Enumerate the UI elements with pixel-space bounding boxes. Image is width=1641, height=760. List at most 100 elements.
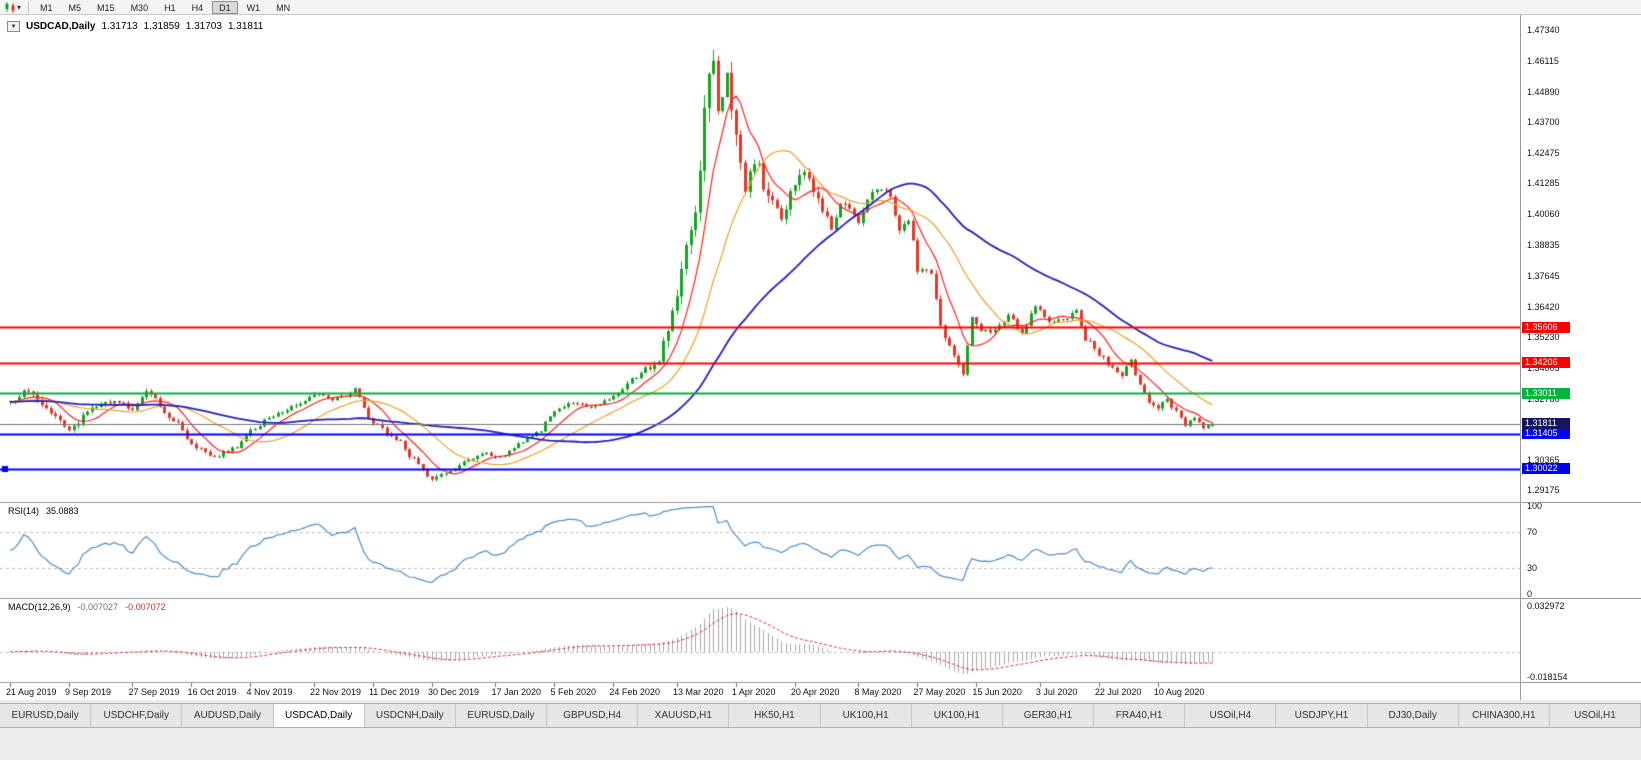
macd-indicator-label: MACD(12,26,9) -0.007027 -0.007072 [8, 602, 166, 612]
chart-tab-usoil-h4[interactable]: USOil,H4 [1185, 704, 1277, 727]
timeframe-button-m5[interactable]: M5 [68, 2, 82, 13]
price-axis-label: 1.37645 [1527, 270, 1560, 281]
price-level-badge: 1.35606 [1522, 321, 1570, 333]
time-axis-label: 27 Sep 2019 [128, 687, 180, 697]
chart-tab-gbpusd-h4[interactable]: GBPUSD,H4 [547, 704, 639, 727]
price-axis-label: 1.29175 [1527, 485, 1560, 496]
macd-signal-value: -0.007072 [125, 602, 166, 612]
rsi-indicator-label: RSI(14) 35.0883 [8, 506, 79, 516]
time-axis-label: 8 May 2020 [854, 687, 902, 697]
price-axis-label: 1.36420 [1527, 301, 1560, 312]
price-axis-label: 1.46115 [1527, 55, 1559, 66]
chart-tab-uk100-h1[interactable]: UK100,H1 [820, 704, 912, 727]
ohlc-close: 1.31811 [227, 21, 264, 32]
time-axis-label: 1 Apr 2020 [731, 687, 776, 697]
time-axis-label: 21 Aug 2019 [6, 687, 57, 697]
status-area [0, 729, 1641, 760]
price-axis-label: 1.30365 [1527, 455, 1560, 466]
time-axis-label: 16 Oct 2019 [187, 687, 237, 697]
time-axis-label: 11 Dec 2019 [368, 687, 420, 697]
time-axis-label: 13 Mar 2020 [672, 687, 724, 697]
chart-tab-uk100-h1[interactable]: UK100,H1 [911, 704, 1003, 727]
price-axis-label: 1.43700 [1527, 117, 1560, 127]
panel-separator [1521, 682, 1641, 683]
time-axis-label: 30 Dec 2019 [427, 687, 479, 697]
panel-separator [1521, 598, 1641, 599]
price-level-badge: 1.34206 [1522, 357, 1570, 369]
ohlc-high: 1.31859 [143, 21, 180, 32]
price-level-badge: 1.33011 [1522, 387, 1570, 399]
time-axis-label: 22 Nov 2019 [309, 687, 362, 697]
price-axis-label: 1.40060 [1527, 209, 1560, 220]
time-axis-label: 20 Apr 2020 [790, 687, 840, 697]
price-axis-label: 1.44890 [1527, 86, 1560, 97]
time-axis-label: 5 Feb 2020 [550, 687, 596, 697]
chart-tab-eurusd-daily[interactable]: EURUSD,Daily [0, 704, 92, 727]
time-axis-label: 24 Feb 2020 [609, 687, 660, 697]
chart-tab-eurusd-daily[interactable]: EURUSD,Daily [455, 704, 548, 727]
timeframe-button-d1[interactable]: D1 [212, 0, 238, 14]
chart-type-icon[interactable] [4, 1, 16, 13]
chart-tab-audusd-daily[interactable]: AUDUSD,Daily [182, 704, 274, 727]
ohlc-open: 1.31713 [101, 21, 138, 32]
chart-tab-china300-h1[interactable]: CHINA300,H1 [1458, 704, 1550, 727]
chart-ohlc-header: ▼ USDCAD,Daily 1.31713 1.31859 1.31703 1… [7, 21, 263, 32]
chart-tab-xauusd-h1[interactable]: XAUUSD,H1 [638, 704, 730, 727]
timeframe-button-mn[interactable]: MN [276, 2, 291, 13]
timeframe-button-m1[interactable]: M1 [40, 2, 53, 13]
price-axis-label: 1.47340 [1527, 24, 1560, 35]
rsi-axis-label: 0 [1527, 589, 1533, 599]
macd-name: MACD(12,26,9) [8, 602, 71, 612]
ohlc-low: 1.31703 [185, 21, 222, 32]
chart-region: 1.47340 1.46115 1.44890 1.43700 1.42475 1.412… [0, 15, 1641, 700]
macd-value: -0.007027 [77, 602, 119, 612]
timeframe-toolbar: ▾ M1 M5 M15 M30 H1 H4 D1 W1 MN [0, 0, 1641, 15]
price-axis-label: 1.35230 [1527, 331, 1560, 342]
price-axis-label: 1.32780 [1527, 394, 1560, 405]
time-axis-label: 17 Jan 2020 [491, 687, 541, 697]
chart-tab-dj30-daily[interactable]: DJ30,Daily [1367, 704, 1459, 727]
toolbar-separator [28, 1, 30, 13]
timeframe-button-m30[interactable]: M30 [130, 2, 149, 13]
macd-axis-label: -0.018154 [1527, 672, 1568, 682]
rsi-axis-label: 70 [1527, 527, 1538, 538]
price-axis-strip: 1.47340 1.46115 1.44890 1.43700 1.42475 1.412… [1520, 15, 1641, 700]
time-axis-label: 27 May 2020 [913, 687, 966, 697]
time-axis-label: 15 Jun 2020 [972, 687, 1022, 697]
price-axis-label: 1.41285 [1527, 178, 1560, 189]
chart-tab-usdcad-daily[interactable]: USDCAD,Daily [273, 704, 365, 727]
time-axis-label: 9 Sep 2019 [64, 687, 112, 697]
chevron-down-icon[interactable]: ▾ [17, 2, 22, 12]
panel-separator [1521, 502, 1641, 503]
chart-tab-usdcnh-daily[interactable]: USDCNH,Daily [364, 704, 456, 727]
time-axis-label: 22 Jul 2020 [1094, 687, 1142, 697]
time-axis-label: 3 Jul 2020 [1035, 687, 1078, 697]
chart-tab-ger30-h1[interactable]: GER30,H1 [1002, 704, 1095, 727]
time-axis-label: 10 Aug 2020 [1153, 687, 1205, 697]
macd-axis-label: 0.032972 [1527, 601, 1565, 611]
price-level-badge: 1.31405 [1522, 428, 1570, 440]
chart-tab-usdjpy-h1[interactable]: USDJPY,H1 [1276, 704, 1368, 727]
rsi-axis-label: 100 [1527, 501, 1543, 511]
time-axis-label: 4 Nov 2019 [246, 687, 293, 697]
current-price-badge: 1.31811 [1522, 418, 1570, 430]
rsi-axis-label: 30 [1527, 562, 1538, 573]
timeframe-buttons-group: M1 M5 M15 M30 H1 H4 D1 W1 MN [33, 0, 297, 14]
timeframe-button-h1[interactable]: H1 [164, 2, 176, 13]
rsi-name: RSI(14) [8, 506, 40, 516]
price-chart-canvas[interactable] [0, 15, 1520, 700]
chart-tab-hk50-h1[interactable]: HK50,H1 [729, 704, 821, 727]
timeframe-button-w1[interactable]: W1 [246, 2, 261, 13]
timeframe-button-h4[interactable]: H4 [191, 2, 204, 13]
price-axis-label: 1.38835 [1527, 240, 1560, 251]
chart-tab-fra40-h1[interactable]: FRA40,H1 [1094, 704, 1186, 727]
price-axis-label: 1.42475 [1527, 148, 1560, 159]
chart-tab-usoil-h1[interactable]: USOil,H1 [1549, 704, 1641, 727]
chart-tabs-bar: EURUSD,Daily USDCHF,Daily AUDUSD,Daily USDC… [0, 703, 1641, 728]
chart-tab-usdchf-daily[interactable]: USDCHF,Daily [91, 704, 183, 727]
price-level-badge: 1.30022 [1522, 463, 1570, 475]
rsi-value: 35.0883 [46, 506, 79, 516]
chart-title: USDCAD,Daily [26, 21, 96, 32]
timeframe-button-m15[interactable]: M15 [97, 2, 115, 13]
symbol-dropdown-button[interactable]: ▼ [7, 21, 20, 32]
